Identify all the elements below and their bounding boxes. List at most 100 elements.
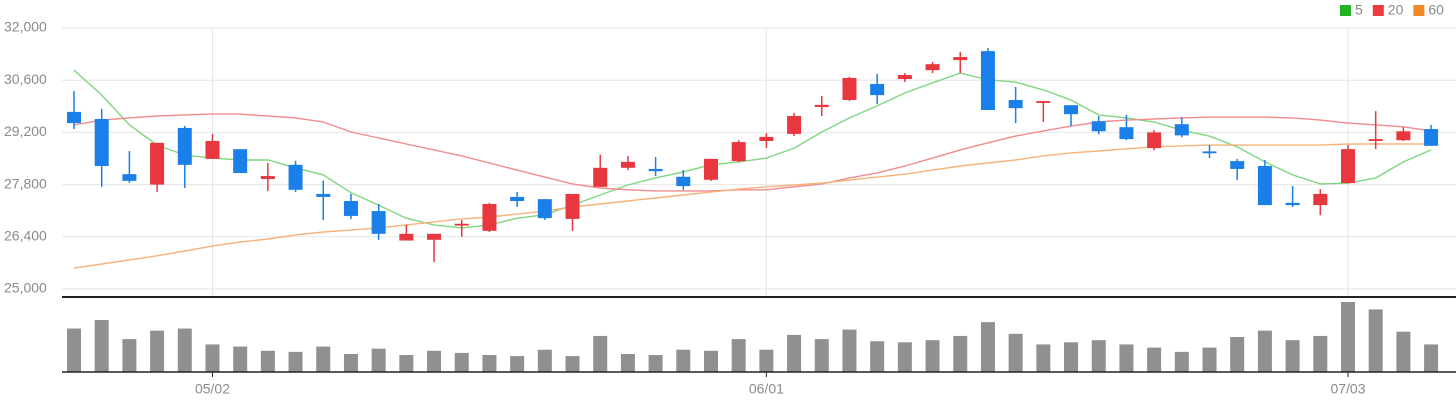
candle-body [1008,99,1023,109]
candle-body [177,127,192,165]
candle-body [1119,127,1134,140]
candle-body [676,176,691,187]
candle-body [1091,121,1106,132]
volume-bar [343,353,358,372]
volume-bar [953,335,968,372]
legend-swatch [1340,5,1351,16]
legend: 5 20 60 [1340,2,1444,18]
candle-body [703,158,718,180]
volume-bar [1119,344,1134,372]
candle-body [648,168,663,172]
candle-body [953,57,968,61]
candle-body [814,104,829,108]
candle-body [1368,139,1383,141]
volume-bar [676,349,691,372]
candle-body [980,51,995,111]
candle-body [1064,105,1079,115]
volume-bar [1285,340,1300,372]
legend-label: 60 [1428,2,1444,18]
volume-bar [870,341,885,372]
candle-body [1257,165,1272,206]
legend-label: 5 [1355,2,1363,18]
legend-label: 20 [1388,2,1404,18]
volume-bar [1368,309,1383,372]
volume-bar [537,349,552,372]
candle-body [67,111,81,124]
volume-bar [1340,302,1355,372]
candle-body [94,118,109,166]
candle-body [427,233,442,240]
x-tick-label: 05/02 [195,381,230,397]
candle-body [371,211,386,234]
volume-bar [260,350,275,372]
legend-swatch [1413,5,1425,16]
volume-bar [150,330,165,372]
volume-bar [1202,347,1217,372]
moving-average-line [73,113,1432,192]
candle-body [260,176,275,180]
volume-bar [814,339,829,372]
volume-bar [233,346,248,372]
candle-body [205,140,220,159]
volume-bar [1257,330,1272,372]
volume-bar [1424,344,1439,372]
moving-average-line [73,69,1432,229]
volume-bar [980,322,995,372]
candle-body [1424,129,1439,146]
volume-bar [399,355,414,372]
y-tick-label: 29,200 [4,123,47,139]
candle-body [454,223,469,226]
volume-bar [288,351,303,372]
volume-bar [1036,344,1051,372]
candle-body [150,142,165,185]
volume-bar [122,339,137,372]
candle-body [1313,193,1328,206]
volume-bar [67,328,81,372]
candle-body [593,167,608,187]
volume-bar [510,356,525,372]
candle-body [1230,161,1245,169]
candle-body [565,193,580,219]
candle-body [537,199,552,219]
volume-bar [371,348,386,372]
volume-bar [1091,340,1106,372]
candle-body [759,136,774,141]
candle-body [122,174,137,181]
y-tick-label: 25,000 [4,280,47,296]
x-tick-label: 07/03 [1330,381,1365,397]
volume-bar [731,339,746,372]
volume-bar [759,349,774,372]
candle-body [1396,131,1411,141]
candle-body [399,233,414,241]
legend-swatch [1372,5,1384,16]
y-tick-label: 32,000 [4,19,47,35]
candle-body [233,149,248,174]
candle-body [842,77,857,100]
volume-bar [94,320,109,372]
candle-body [510,196,525,202]
y-tick-label: 27,800 [4,175,47,191]
volume-bar [1230,337,1245,372]
volume-bar [703,350,718,372]
candle-body [1174,124,1189,136]
volume-bar [1147,347,1162,372]
candle-body [1202,151,1217,154]
volume-bar [1174,351,1189,372]
volume-bar [1064,342,1079,372]
volume-bar [427,350,442,372]
volume-bar [897,342,912,372]
volume-bar [620,353,635,372]
candle-body [731,142,746,162]
volume-bar [1313,335,1328,372]
candle-body [1147,132,1162,149]
x-tick-label: 06/01 [749,381,784,397]
grid-layer: 25,000 26,400 27,800 29,200 30,600 32,000 05/0… [4,19,1456,397]
moving-average-line [73,143,1432,269]
y-tick-label: 30,600 [4,71,47,87]
volume-bar [482,355,497,372]
candle-body [787,115,802,134]
volume-bar [316,346,331,372]
candle-body [316,193,331,197]
candle-body [870,83,885,96]
